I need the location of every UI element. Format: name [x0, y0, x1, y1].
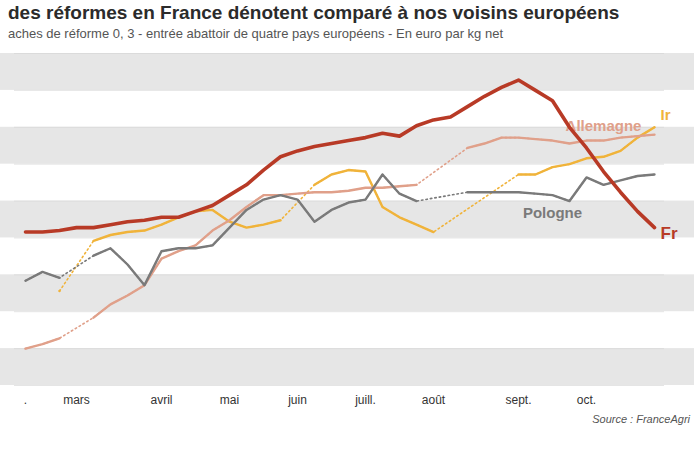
svg-text:mars: mars: [63, 393, 90, 407]
svg-text:Ir: Ir: [661, 106, 671, 123]
svg-text:Pologne: Pologne: [523, 204, 582, 221]
svg-text:Allemagne: Allemagne: [566, 117, 642, 134]
svg-text:.: .: [24, 393, 27, 407]
svg-text:oct.: oct.: [577, 393, 596, 407]
svg-text:juill.: juill.: [354, 393, 376, 407]
svg-text:août: août: [422, 393, 446, 407]
svg-text:avril: avril: [150, 393, 172, 407]
svg-text:mai: mai: [220, 393, 239, 407]
svg-text:sept.: sept.: [505, 393, 531, 407]
html-text:des réformes en France dénoten: des réformes en France dénotent comparé …: [8, 2, 620, 23]
svg-text:Fr: Fr: [661, 224, 678, 243]
html-text:Source : FranceAgri: Source : FranceAgri: [592, 413, 690, 425]
svg-text:juin: juin: [287, 393, 307, 407]
html-text:aches de réforme 0, 3 - entrée: aches de réforme 0, 3 - entrée abattoir …: [8, 26, 503, 41]
